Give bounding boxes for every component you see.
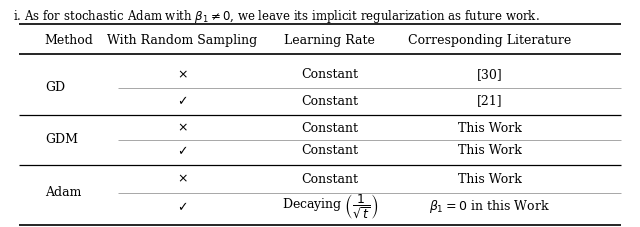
Text: Method: Method (45, 34, 93, 47)
Text: i. As for stochastic Adam with $\beta_1 \neq 0$, we leave its implicit regulariz: i. As for stochastic Adam with $\beta_1 … (13, 8, 540, 25)
Text: [30]: [30] (477, 68, 502, 81)
Text: Constant: Constant (301, 144, 358, 158)
Text: With Random Sampling: With Random Sampling (108, 34, 257, 47)
Text: Corresponding Literature: Corresponding Literature (408, 34, 572, 47)
Text: This Work: This Work (458, 144, 522, 158)
Text: Decaying $\left(\dfrac{1}{\sqrt{t}}\right)$: Decaying $\left(\dfrac{1}{\sqrt{t}}\righ… (282, 192, 378, 221)
Text: This Work: This Work (458, 173, 522, 186)
Text: This Work: This Work (458, 122, 522, 135)
Text: $\checkmark$: $\checkmark$ (177, 94, 188, 108)
Text: Constant: Constant (301, 122, 358, 135)
Text: Constant: Constant (301, 173, 358, 186)
Text: Learning Rate: Learning Rate (284, 34, 375, 47)
Text: Constant: Constant (301, 68, 358, 81)
Text: $\times$: $\times$ (177, 68, 188, 81)
Text: $\checkmark$: $\checkmark$ (177, 200, 188, 213)
Text: $\times$: $\times$ (177, 122, 188, 135)
Text: $\times$: $\times$ (177, 173, 188, 186)
Text: GDM: GDM (45, 133, 78, 146)
Text: [21]: [21] (477, 94, 502, 108)
Text: $\checkmark$: $\checkmark$ (177, 144, 188, 158)
Text: $\beta_1 = 0$ in this Work: $\beta_1 = 0$ in this Work (429, 198, 550, 215)
Text: GD: GD (45, 81, 65, 94)
Text: Constant: Constant (301, 94, 358, 108)
Text: Adam: Adam (45, 186, 81, 200)
